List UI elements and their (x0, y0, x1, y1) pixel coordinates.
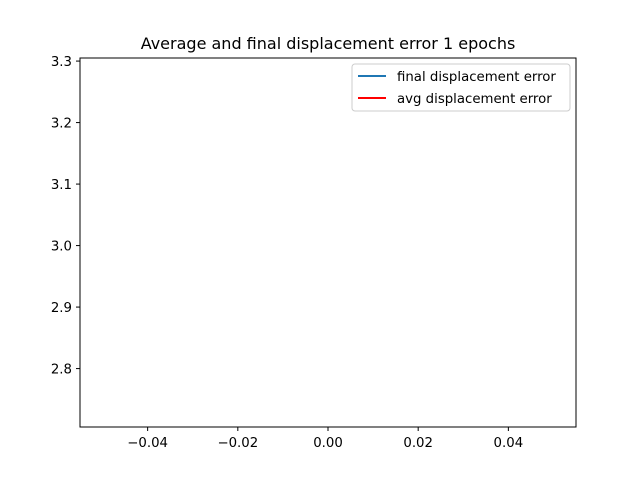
x-tick-label: −0.04 (127, 436, 168, 451)
y-axis: 2.8 2.9 3.0 3.1 3.2 3.3 (51, 55, 80, 378)
y-tick-label: 2.8 (51, 363, 72, 378)
y-tick-label: 2.9 (51, 301, 72, 316)
legend-box (351, 63, 571, 112)
y-tick-label: 3.1 (51, 178, 72, 193)
legend: final displacement error avg displacement… (351, 63, 571, 112)
chart-title: Average and final displacement error 1 e… (141, 34, 516, 53)
legend-label: avg displacement error (397, 92, 552, 107)
x-tick-label: 0.02 (403, 436, 433, 451)
plot-area (79, 57, 577, 428)
y-tick-label: 3.2 (51, 117, 72, 132)
x-tick-label: −0.02 (217, 436, 258, 451)
y-tick-label: 3.0 (51, 240, 72, 255)
x-axis: −0.04 −0.02 0.00 0.02 0.04 (127, 427, 523, 451)
x-tick-label: 0.04 (494, 436, 524, 451)
x-tick-label: 0.00 (313, 436, 343, 451)
y-tick-label: 3.3 (51, 55, 72, 70)
legend-label: final displacement error (397, 70, 556, 85)
